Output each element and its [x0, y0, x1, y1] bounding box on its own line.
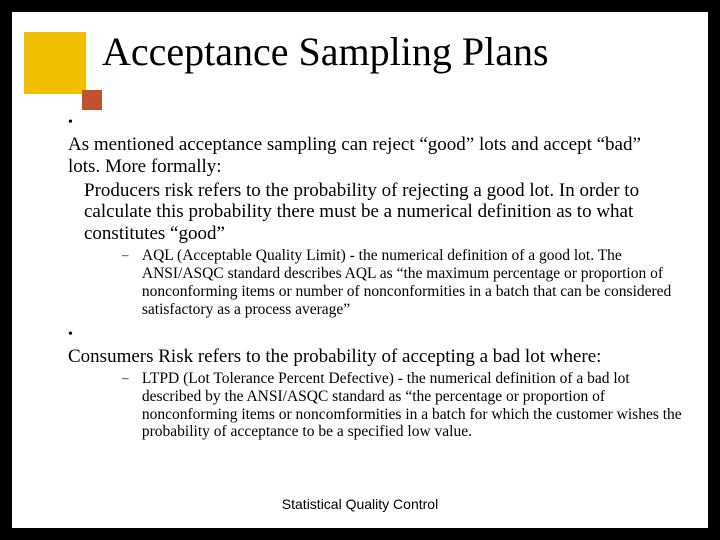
sub-bullet-text: AQL (Acceptable Quality Limit) - the num…: [142, 247, 688, 318]
slide-body: • As mentioned acceptance sampling can r…: [52, 112, 688, 447]
title-accent-large: [24, 32, 86, 94]
bullet-item: • Consumers Risk refers to the probabili…: [68, 324, 688, 368]
bullet-icon: •: [68, 115, 84, 131]
bullet-text: Consumers Risk refers to the probability…: [68, 346, 668, 368]
title-accent-small: [82, 90, 102, 110]
bullet-text: As mentioned acceptance sampling can rej…: [68, 134, 668, 178]
bullet-continuation: Producers risk refers to the probability…: [84, 180, 688, 246]
slide-title: Acceptance Sampling Plans: [102, 28, 549, 75]
bullet-icon: •: [68, 327, 84, 343]
slide: Acceptance Sampling Plans • As mentioned…: [12, 12, 708, 528]
sub-bullet-item: – AQL (Acceptable Quality Limit) - the n…: [122, 247, 688, 318]
bullet-text: Producers risk refers to the probability…: [84, 180, 668, 246]
dash-icon: –: [122, 248, 138, 263]
sub-bullet-item: – LTPD (Lot Tolerance Percent Defective)…: [122, 370, 688, 441]
dash-icon: –: [122, 371, 138, 386]
bullet-item: • As mentioned acceptance sampling can r…: [68, 112, 688, 178]
slide-footer: Statistical Quality Control: [12, 496, 708, 512]
sub-bullet-text: LTPD (Lot Tolerance Percent Defective) -…: [142, 370, 688, 441]
